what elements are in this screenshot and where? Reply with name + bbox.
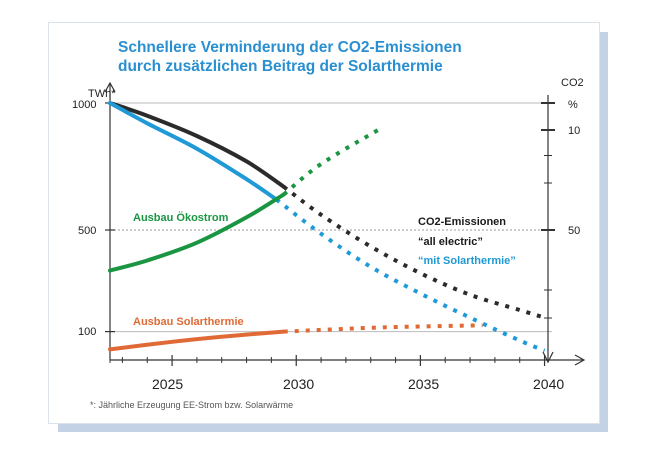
x-tick-2040: 2040	[533, 376, 564, 392]
chart-title: Schnellere Verminderung der CO2-Emission…	[118, 39, 462, 56]
chart-card	[48, 22, 600, 424]
series-line-all-electric-solid	[108, 101, 286, 189]
series-line-mit-solarthermie-solid	[108, 101, 279, 202]
y-tick-right-10: 10	[568, 125, 580, 137]
x-tick-2030: 2030	[283, 376, 314, 392]
footnote: *: Jährliche Erzeugung EE-Strom bzw. Sol…	[90, 400, 293, 410]
y-axis-label-left: TWh*	[88, 88, 116, 100]
y-axis-unit-right: %	[568, 99, 578, 111]
y-axis-label-right: CO2	[561, 77, 584, 89]
annotation-oekostrom: Ausbau Ökostrom	[133, 211, 229, 224]
series-line-ausbau-ökostrom-solid	[108, 192, 286, 273]
y-tick-left-1000: 1000	[72, 99, 96, 111]
series-line-ausbau-solarthermie-solid	[108, 329, 286, 352]
x-tick-2025: 2025	[152, 376, 183, 392]
x-tick-2035: 2035	[408, 376, 439, 392]
chart-subtitle: durch zusätzlichen Beitrag der Solarther…	[118, 58, 443, 75]
axes	[104, 81, 586, 366]
annotation-solarthermie: Ausbau Solarthermie	[133, 316, 244, 328]
series	[108, 101, 546, 353]
annotation-co2-emissionen: CO2-Emissionen	[418, 216, 506, 228]
x-axis-arrow	[574, 354, 586, 366]
y-axis-left-arrow	[104, 81, 116, 93]
series-line-mit-solarthermie-dotted	[275, 197, 546, 353]
gridlines	[110, 102, 552, 333]
series-line-ausbau-ökostrom-dotted	[282, 125, 385, 196]
y-tick-left-500: 500	[78, 225, 96, 237]
annotation-all-electric: “all electric”	[418, 236, 483, 248]
series-line-ausbau-solarthermie-dotted	[283, 323, 483, 334]
annotation-mit-solarthermie: “mit Solarthermie”	[418, 255, 516, 267]
series-line-all-electric-dotted	[282, 185, 546, 320]
y-tick-left-100: 100	[78, 326, 96, 338]
y-tick-right-50: 50	[568, 225, 580, 237]
